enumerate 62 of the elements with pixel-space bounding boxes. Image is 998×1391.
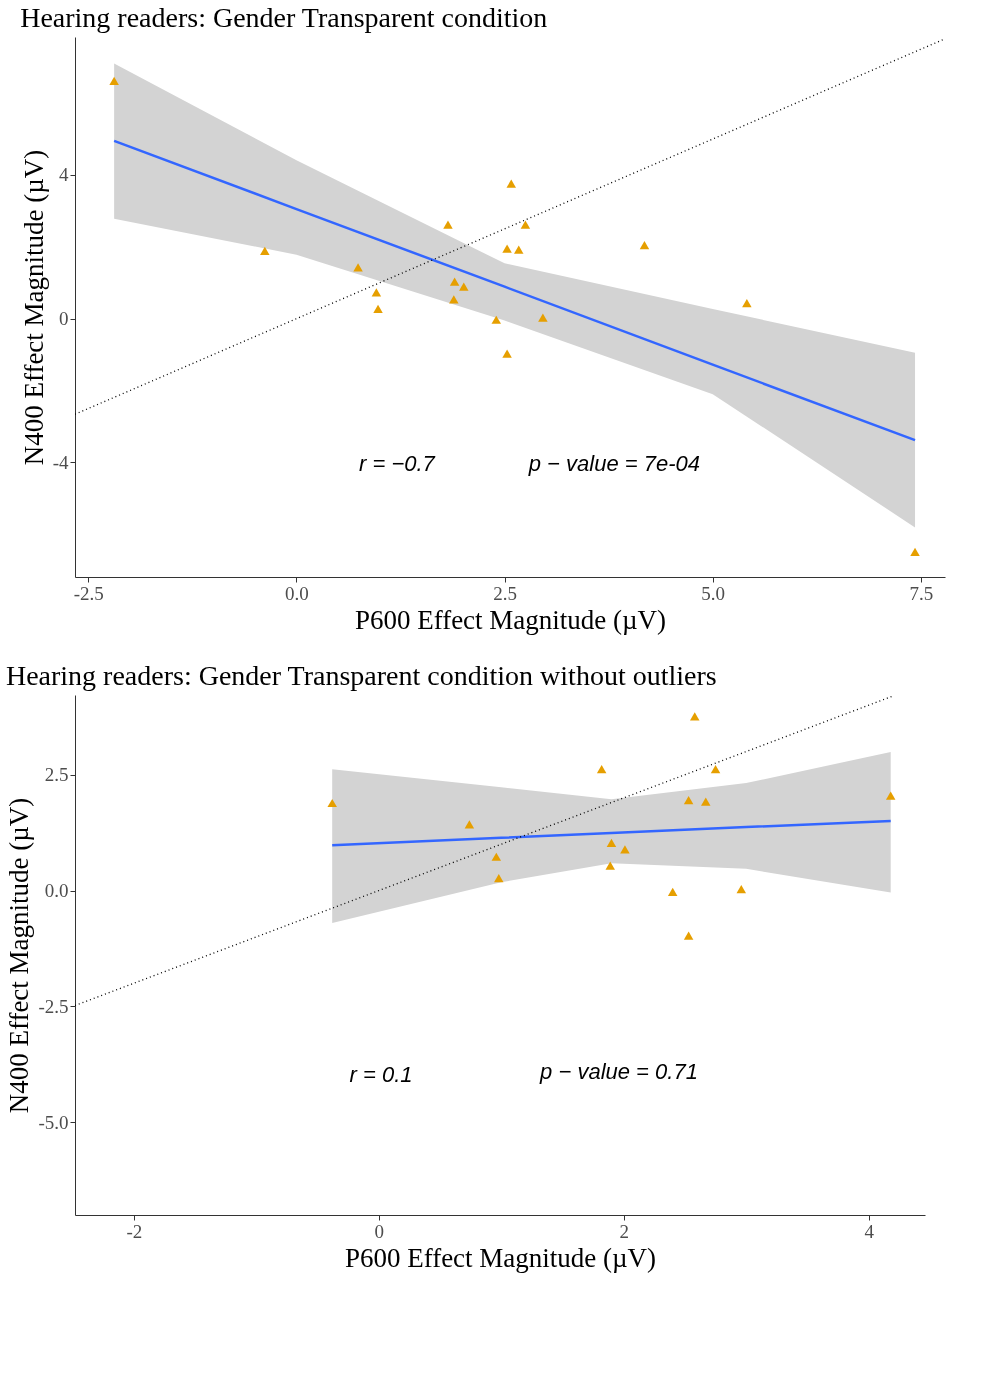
annotation: p − value = 7e-04 bbox=[527, 450, 701, 476]
point bbox=[109, 76, 119, 85]
point bbox=[620, 845, 630, 854]
point bbox=[736, 885, 747, 894]
x-axis-title: P600 Effect Magnitude (µV) bbox=[344, 1242, 657, 1273]
point bbox=[353, 263, 363, 272]
point bbox=[502, 349, 512, 358]
x-tick-label: 2.5 bbox=[493, 582, 517, 604]
x-tick-label: 0.0 bbox=[285, 582, 309, 604]
x-tick-label: -2 bbox=[126, 1220, 143, 1242]
point bbox=[538, 313, 548, 322]
point bbox=[371, 288, 382, 297]
x-tick-label: -2.5 bbox=[73, 582, 104, 604]
y-axis-title: N400 Effect Magnitude (µV) bbox=[4, 797, 35, 1114]
point bbox=[449, 295, 459, 304]
point bbox=[491, 315, 502, 324]
annotation: r = 0.1 bbox=[349, 1061, 413, 1087]
point bbox=[710, 765, 721, 774]
point bbox=[514, 245, 524, 254]
point bbox=[520, 220, 531, 229]
point bbox=[701, 797, 711, 806]
point bbox=[683, 796, 694, 805]
point bbox=[742, 299, 752, 308]
y-tick-label: -4 bbox=[52, 451, 69, 473]
x-tick-label: 2 bbox=[619, 1220, 629, 1242]
annotation: p − value = 0.71 bbox=[539, 1059, 698, 1084]
y-tick-label: 0 bbox=[59, 308, 69, 330]
x-axis-title: P600 Effect Magnitude (µV) bbox=[354, 604, 667, 635]
point bbox=[639, 240, 650, 250]
point bbox=[260, 246, 270, 255]
point bbox=[443, 220, 453, 229]
y-tick-label: 4 bbox=[59, 164, 69, 186]
point bbox=[327, 798, 337, 808]
point bbox=[506, 179, 516, 188]
line-series bbox=[112, 139, 917, 442]
x-tick-label: 5.0 bbox=[701, 582, 726, 604]
point bbox=[606, 838, 617, 847]
point bbox=[885, 791, 896, 800]
y-tick-label: -5.0 bbox=[38, 1111, 69, 1133]
y-tick-label: 0.0 bbox=[44, 880, 69, 902]
point bbox=[605, 861, 615, 870]
point bbox=[459, 282, 469, 291]
point bbox=[596, 765, 607, 774]
point bbox=[449, 277, 460, 286]
y-axis-title: N400 Effect Magnitude (µV) bbox=[18, 149, 49, 466]
point bbox=[494, 873, 504, 883]
point bbox=[667, 887, 678, 897]
x-tick-label: 4 bbox=[864, 1220, 875, 1242]
y-tick-label: -2.5 bbox=[38, 995, 69, 1017]
annotation: r = −0.7 bbox=[358, 450, 436, 476]
y-tick-label: 2.5 bbox=[44, 764, 69, 786]
x-tick-label: 7.5 bbox=[909, 582, 934, 604]
x-tick-label: 0 bbox=[374, 1220, 384, 1242]
point bbox=[464, 820, 475, 829]
point bbox=[502, 244, 512, 253]
chart-title: Hearing readers: Gender Transparent condition without outliers bbox=[5, 660, 717, 691]
point bbox=[683, 931, 694, 940]
line-series bbox=[330, 819, 892, 847]
chart-title: Hearing readers: Gender Transparent condition bbox=[20, 2, 548, 33]
point bbox=[373, 304, 383, 314]
point bbox=[491, 852, 502, 861]
point bbox=[910, 547, 920, 556]
